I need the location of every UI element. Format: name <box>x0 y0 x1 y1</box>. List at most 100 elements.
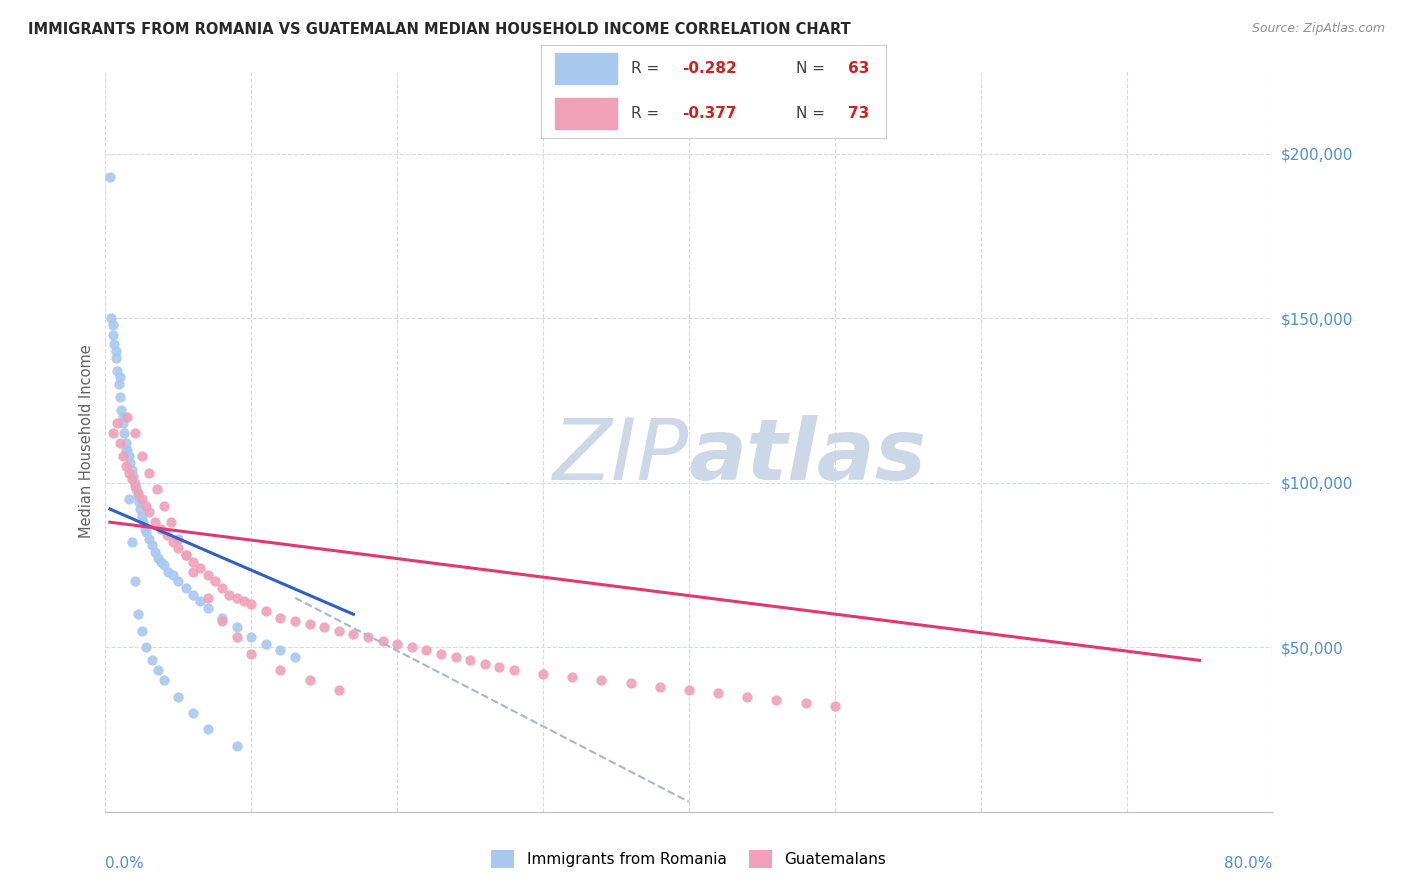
Point <box>240 630 263 644</box>
Point <box>240 598 263 612</box>
Point <box>181 565 204 579</box>
Point <box>101 318 124 332</box>
Point <box>240 647 263 661</box>
Point <box>105 417 128 431</box>
Point <box>149 555 172 569</box>
Point <box>197 723 219 737</box>
Point <box>127 485 149 500</box>
Point <box>121 535 143 549</box>
Point <box>145 482 167 496</box>
Point <box>141 653 163 667</box>
Point <box>254 637 277 651</box>
Point <box>233 594 256 608</box>
Point <box>141 538 163 552</box>
Point <box>591 673 613 687</box>
Text: 80.0%: 80.0% <box>1225 856 1272 871</box>
Point <box>648 680 671 694</box>
Point <box>121 472 143 486</box>
Point <box>162 567 184 582</box>
Point <box>146 551 169 566</box>
Point <box>225 739 247 753</box>
Point <box>134 522 156 536</box>
Point <box>135 640 157 655</box>
Point <box>124 574 146 589</box>
Point <box>181 588 204 602</box>
Point <box>225 630 247 644</box>
Point <box>127 607 149 622</box>
Point <box>218 588 240 602</box>
Point <box>181 555 204 569</box>
Point <box>120 456 142 470</box>
Point <box>707 686 730 700</box>
Point <box>138 505 160 519</box>
Point <box>124 475 146 490</box>
Point <box>117 442 139 457</box>
Point <box>174 581 197 595</box>
Point <box>131 508 153 523</box>
Point <box>794 696 817 710</box>
Point <box>111 450 134 464</box>
Point <box>162 535 184 549</box>
Point <box>385 637 408 651</box>
Point <box>107 376 129 391</box>
Point <box>167 541 190 556</box>
Y-axis label: Median Household Income: Median Household Income <box>79 344 94 539</box>
Point <box>143 515 166 529</box>
Point <box>160 515 183 529</box>
Point <box>298 617 321 632</box>
Point <box>131 624 153 638</box>
Point <box>115 459 138 474</box>
Point <box>143 545 166 559</box>
Point <box>269 610 292 624</box>
Point <box>167 690 190 704</box>
Point <box>111 417 134 431</box>
Point <box>101 327 124 342</box>
Point <box>678 683 700 698</box>
Point <box>211 581 233 595</box>
Point <box>824 699 846 714</box>
Point <box>415 643 437 657</box>
Point <box>127 489 149 503</box>
Point <box>100 311 122 326</box>
Text: 0.0%: 0.0% <box>105 856 145 871</box>
Point <box>284 650 307 665</box>
Point <box>211 610 233 624</box>
Text: IMMIGRANTS FROM ROMANIA VS GUATEMALAN MEDIAN HOUSEHOLD INCOME CORRELATION CHART: IMMIGRANTS FROM ROMANIA VS GUATEMALAN ME… <box>28 22 851 37</box>
Point <box>125 482 148 496</box>
Point <box>225 591 247 605</box>
Point <box>138 466 160 480</box>
Point <box>328 683 350 698</box>
Point <box>357 630 380 644</box>
Text: -0.282: -0.282 <box>682 62 737 77</box>
Text: 63: 63 <box>848 62 869 77</box>
Point <box>108 390 131 404</box>
Point <box>430 647 453 661</box>
Point <box>174 548 197 562</box>
Point <box>103 337 125 351</box>
Point <box>131 492 153 507</box>
Point <box>118 466 141 480</box>
Point <box>254 604 277 618</box>
Point <box>342 627 364 641</box>
Point <box>118 450 141 464</box>
Point <box>284 614 307 628</box>
Point <box>128 495 150 509</box>
Point <box>474 657 496 671</box>
Point <box>135 524 157 539</box>
Point <box>225 620 247 634</box>
Point <box>458 653 481 667</box>
Point <box>298 673 321 687</box>
Point <box>531 666 554 681</box>
Point <box>112 426 135 441</box>
Text: atlas: atlas <box>689 415 927 498</box>
Point <box>204 574 226 589</box>
Point <box>149 522 172 536</box>
Point <box>211 614 233 628</box>
Point <box>197 600 219 615</box>
Point <box>371 633 394 648</box>
Point <box>153 673 174 687</box>
Point <box>146 663 169 677</box>
Point <box>328 624 350 638</box>
Point <box>110 403 132 417</box>
Point <box>124 479 146 493</box>
